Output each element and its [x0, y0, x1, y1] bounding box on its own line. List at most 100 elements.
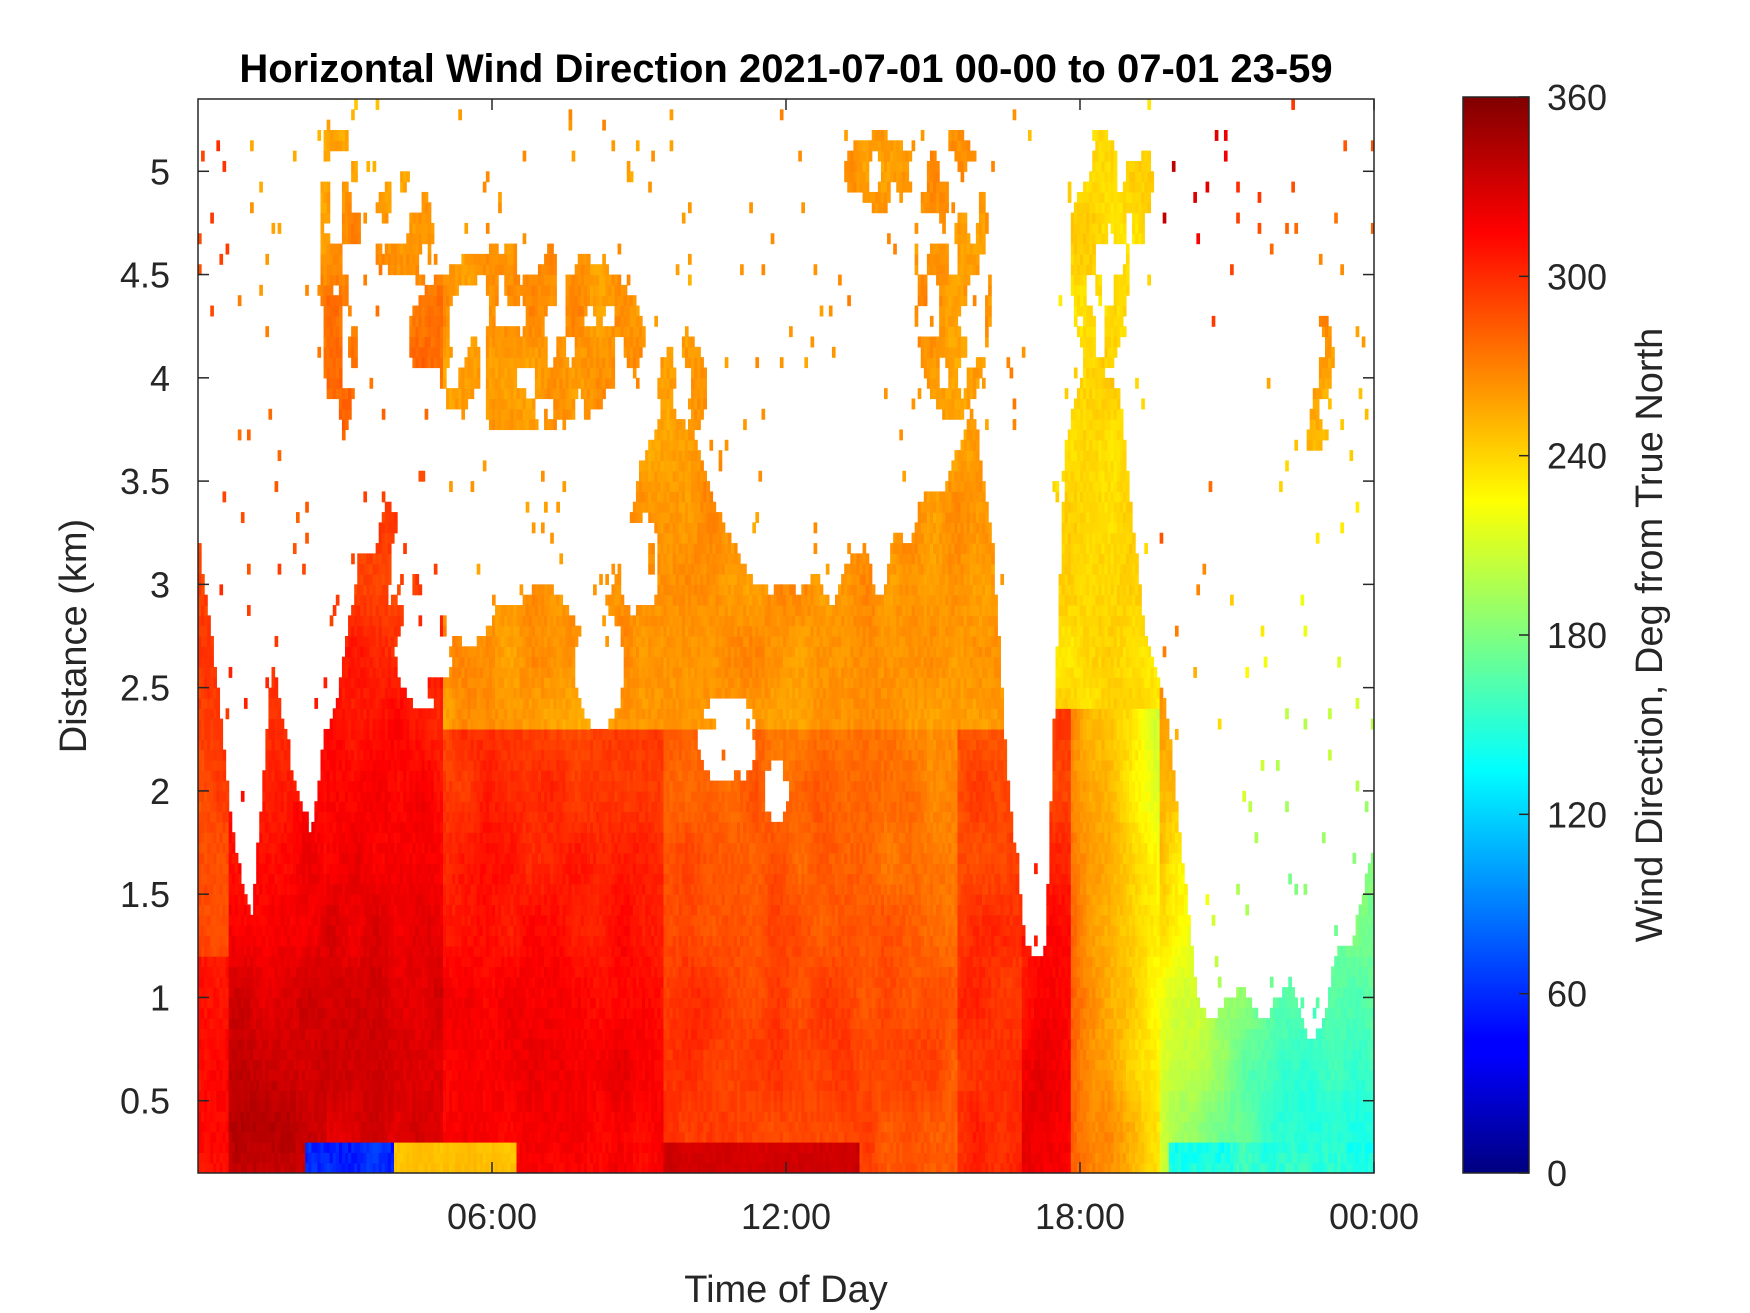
- heatmap-cell: [327, 202, 331, 213]
- heatmap-cell: [385, 584, 389, 595]
- heatmap-cell: [223, 161, 227, 172]
- heatmap-cell: [305, 822, 309, 833]
- heatmap-cell: [339, 357, 343, 368]
- heatmap-cell: [339, 254, 343, 265]
- heatmap-cell: [213, 677, 217, 688]
- heatmap-cell: [428, 254, 432, 265]
- heatmap-cell: [345, 275, 349, 286]
- heatmap-cell: [305, 533, 309, 544]
- heatmap-cell: [388, 182, 392, 193]
- heatmap-cell: [339, 347, 343, 358]
- heatmap-cell: [241, 512, 245, 523]
- heatmap-cell: [324, 677, 328, 688]
- heatmap-cell: [428, 244, 432, 255]
- heatmap-cell: [223, 760, 227, 771]
- heatmap-cell: [345, 182, 349, 193]
- heatmap-cell: [397, 626, 401, 637]
- heatmap-cell: [461, 409, 465, 420]
- heatmap-cell: [376, 306, 380, 317]
- heatmap-cell: [385, 595, 389, 606]
- heatmap-cell: [394, 636, 398, 647]
- heatmap-cell: [403, 543, 407, 554]
- heatmap-cell: [226, 801, 230, 812]
- heatmap-cell: [226, 244, 230, 255]
- heatmap-cell: [244, 698, 248, 709]
- heatmap-cell: [330, 285, 334, 296]
- heatmap-cell: [425, 409, 429, 420]
- heatmap-cell: [345, 140, 349, 151]
- heatmap-cell: [238, 863, 242, 874]
- heatmap-cell: [272, 223, 276, 234]
- heatmap-cell: [327, 233, 331, 244]
- heatmap-cell: [431, 233, 435, 244]
- heatmap-cell: [336, 595, 340, 606]
- heatmap-cell: [275, 636, 279, 647]
- heatmap-cell: [210, 213, 214, 224]
- heatmap-cell: [210, 306, 214, 317]
- heatmap-cell: [238, 295, 242, 306]
- heatmap-cell: [354, 337, 358, 348]
- heatmap-cell: [284, 729, 288, 740]
- heatmap-cell: [348, 202, 352, 213]
- heatmap-cell: [428, 213, 432, 224]
- heatmap-cell: [409, 698, 413, 709]
- heatmap-cell: [403, 688, 407, 699]
- heatmap-cell: [219, 584, 223, 595]
- heatmap-cell: [232, 832, 236, 843]
- heatmap-cell: [449, 347, 453, 358]
- heatmap-cell: [443, 368, 447, 379]
- heatmap-cell: [238, 874, 242, 885]
- heatmap-cell: [357, 233, 361, 244]
- heatmap-cell: [345, 295, 349, 306]
- heatmap-cell: [278, 564, 282, 575]
- heatmap-cell: [348, 398, 352, 409]
- heatmap-cell: [415, 254, 419, 265]
- heatmap-cell: [379, 244, 383, 255]
- heatmap-cell: [385, 213, 389, 224]
- heatmap-cell: [477, 564, 481, 575]
- heatmap-cell: [471, 481, 475, 492]
- heatmap-cell: [247, 605, 251, 616]
- heatmap-cell: [425, 192, 429, 203]
- heatmap-cell: [376, 99, 380, 110]
- heatmap-cell: [201, 151, 205, 162]
- heatmap-cell: [259, 182, 263, 193]
- heatmap-cell: [305, 502, 309, 513]
- heatmap-cell: [293, 543, 297, 554]
- heatmap-cell: [223, 750, 227, 761]
- heatmap-cell: [443, 378, 447, 389]
- heatmap-cell: [348, 192, 352, 203]
- heatmap-cell: [327, 120, 331, 131]
- heatmap-cell: [370, 378, 374, 389]
- heatmap-cell: [348, 409, 352, 420]
- heatmap-cell: [275, 677, 279, 688]
- heatmap-cell: [422, 275, 426, 286]
- heatmap-cell: [446, 316, 450, 327]
- heatmap-cell: [259, 285, 263, 296]
- heatmap-cell: [400, 574, 404, 585]
- heatmap-cell: [339, 368, 343, 379]
- heatmap-cell: [388, 574, 392, 585]
- heatmap-cell: [207, 626, 211, 637]
- heatmap-cell: [477, 368, 481, 379]
- heatmap-cell: [428, 202, 432, 213]
- heatmap-cell: [388, 202, 392, 213]
- heatmap-cell: [293, 151, 297, 162]
- heatmap-cell: [296, 512, 300, 523]
- heatmap-cell: [351, 388, 355, 399]
- heatmap-cell: [366, 161, 370, 172]
- heatmap-cell: [219, 739, 223, 750]
- heatmap-cell: [363, 275, 367, 286]
- heatmap-cell: [241, 884, 245, 895]
- heatmap-cell: [403, 182, 407, 193]
- heatmap-cell: [391, 533, 395, 544]
- heatmap-cell: [474, 337, 478, 348]
- heatmap-cell: [247, 905, 251, 916]
- heatmap-cell: [354, 99, 358, 110]
- heatmap-cell: [235, 853, 239, 864]
- heatmap-cell: [363, 491, 367, 502]
- heatmap-cell: [339, 378, 343, 389]
- heatmap-cell: [250, 140, 254, 151]
- heatmap-cell: [345, 130, 349, 141]
- heatmap-cell: [394, 512, 398, 523]
